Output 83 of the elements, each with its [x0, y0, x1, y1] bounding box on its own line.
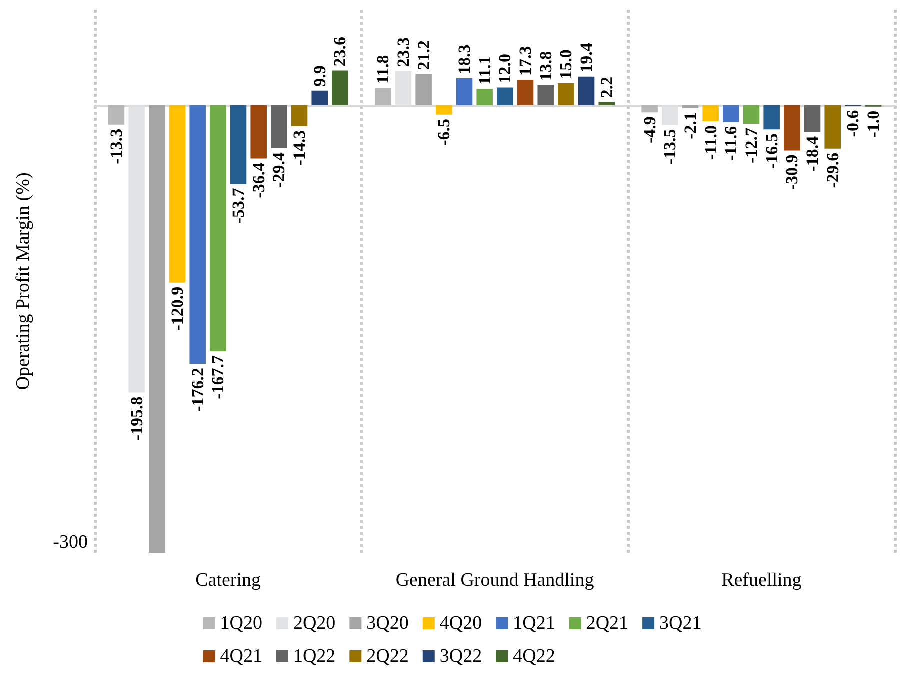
x-tick-label: Refuelling	[722, 570, 802, 591]
data-label: -4.9	[640, 116, 660, 144]
data-label: 19.4	[577, 42, 596, 73]
data-label: -29.4	[270, 152, 289, 188]
bar	[578, 76, 595, 106]
data-label: -18.4	[803, 136, 822, 172]
bar	[291, 105, 308, 126]
bar	[558, 83, 574, 106]
data-label: -167.7	[208, 355, 228, 400]
legend-label: 4Q21	[220, 646, 262, 667]
data-label: -36.4	[249, 162, 268, 198]
data-label: 9.9	[310, 66, 330, 87]
bar	[497, 88, 514, 106]
data-label: -29.6	[823, 152, 842, 188]
bar	[476, 89, 493, 106]
legend-label: 2Q21	[586, 613, 629, 634]
data-label: 13.8	[536, 51, 556, 82]
bar	[804, 105, 821, 132]
bar	[230, 105, 247, 184]
data-label: -176.2	[188, 368, 208, 412]
x-tick-label: Catering	[196, 570, 262, 591]
bar	[210, 105, 226, 352]
data-label: -12.7	[742, 128, 761, 164]
data-label: -13.5	[660, 129, 680, 165]
bar	[517, 80, 534, 106]
legend-label: 3Q21	[660, 613, 702, 634]
bar	[824, 105, 841, 149]
data-label: 12.0	[496, 54, 515, 84]
data-label: -6.5	[434, 118, 454, 146]
bar	[598, 102, 615, 106]
legend-label: 1Q22	[293, 646, 336, 667]
data-label: -1.0	[864, 110, 884, 138]
bar	[149, 105, 166, 553]
data-label: -11.6	[722, 126, 741, 161]
legend-label: 4Q20	[440, 613, 482, 634]
data-label: 15.0	[556, 50, 576, 80]
data-label: -14.3	[290, 130, 310, 166]
data-label: -0.6	[844, 110, 863, 138]
data-label: 21.2	[414, 40, 434, 70]
bar	[456, 78, 473, 106]
bar	[416, 74, 432, 106]
bar	[642, 105, 658, 113]
data-label: 11.1	[475, 56, 494, 86]
data-label: 2.2	[597, 76, 616, 98]
text: -300	[53, 532, 88, 553]
legend-label: 4Q22	[513, 646, 556, 667]
legend-label: 2Q22	[366, 646, 409, 667]
bar	[702, 105, 719, 122]
data-label: -30.9	[782, 154, 802, 190]
bar	[375, 88, 392, 106]
bar	[169, 105, 186, 283]
data-label: 11.8	[374, 55, 393, 84]
bar	[682, 105, 699, 108]
x-tick-label: General Ground Handling	[396, 570, 595, 591]
bar	[190, 105, 206, 364]
bar	[743, 105, 760, 124]
data-label: -2.1	[680, 112, 700, 140]
data-label: 23.3	[394, 37, 413, 68]
bar	[250, 105, 267, 159]
data-label: 17.3	[516, 46, 536, 76]
legend-label: 1Q20	[220, 613, 262, 634]
legend-label: 3Q20	[366, 613, 409, 634]
data-label: 18.3	[454, 44, 474, 75]
bar	[784, 105, 800, 151]
bar	[332, 70, 348, 106]
y-axis-title: Operating Profit Margin (%)	[13, 172, 34, 390]
legend-label: 2Q20	[293, 613, 336, 634]
bar	[108, 105, 125, 125]
bar	[436, 105, 452, 115]
bar	[764, 105, 780, 130]
data-label: 23.6	[330, 37, 350, 67]
legend-label: 1Q21	[513, 613, 556, 634]
bar	[312, 90, 328, 106]
data-label: -195.8	[127, 396, 146, 441]
data-label: -13.3	[106, 128, 126, 164]
bar	[538, 85, 554, 106]
data-label: -11.0	[701, 126, 720, 160]
data-label: -53.7	[229, 188, 248, 224]
bar	[723, 105, 740, 122]
bar	[271, 105, 288, 149]
data-label: -16.5	[762, 134, 782, 170]
legend-label: 3Q22	[440, 646, 482, 667]
data-label: -120.9	[168, 286, 187, 331]
